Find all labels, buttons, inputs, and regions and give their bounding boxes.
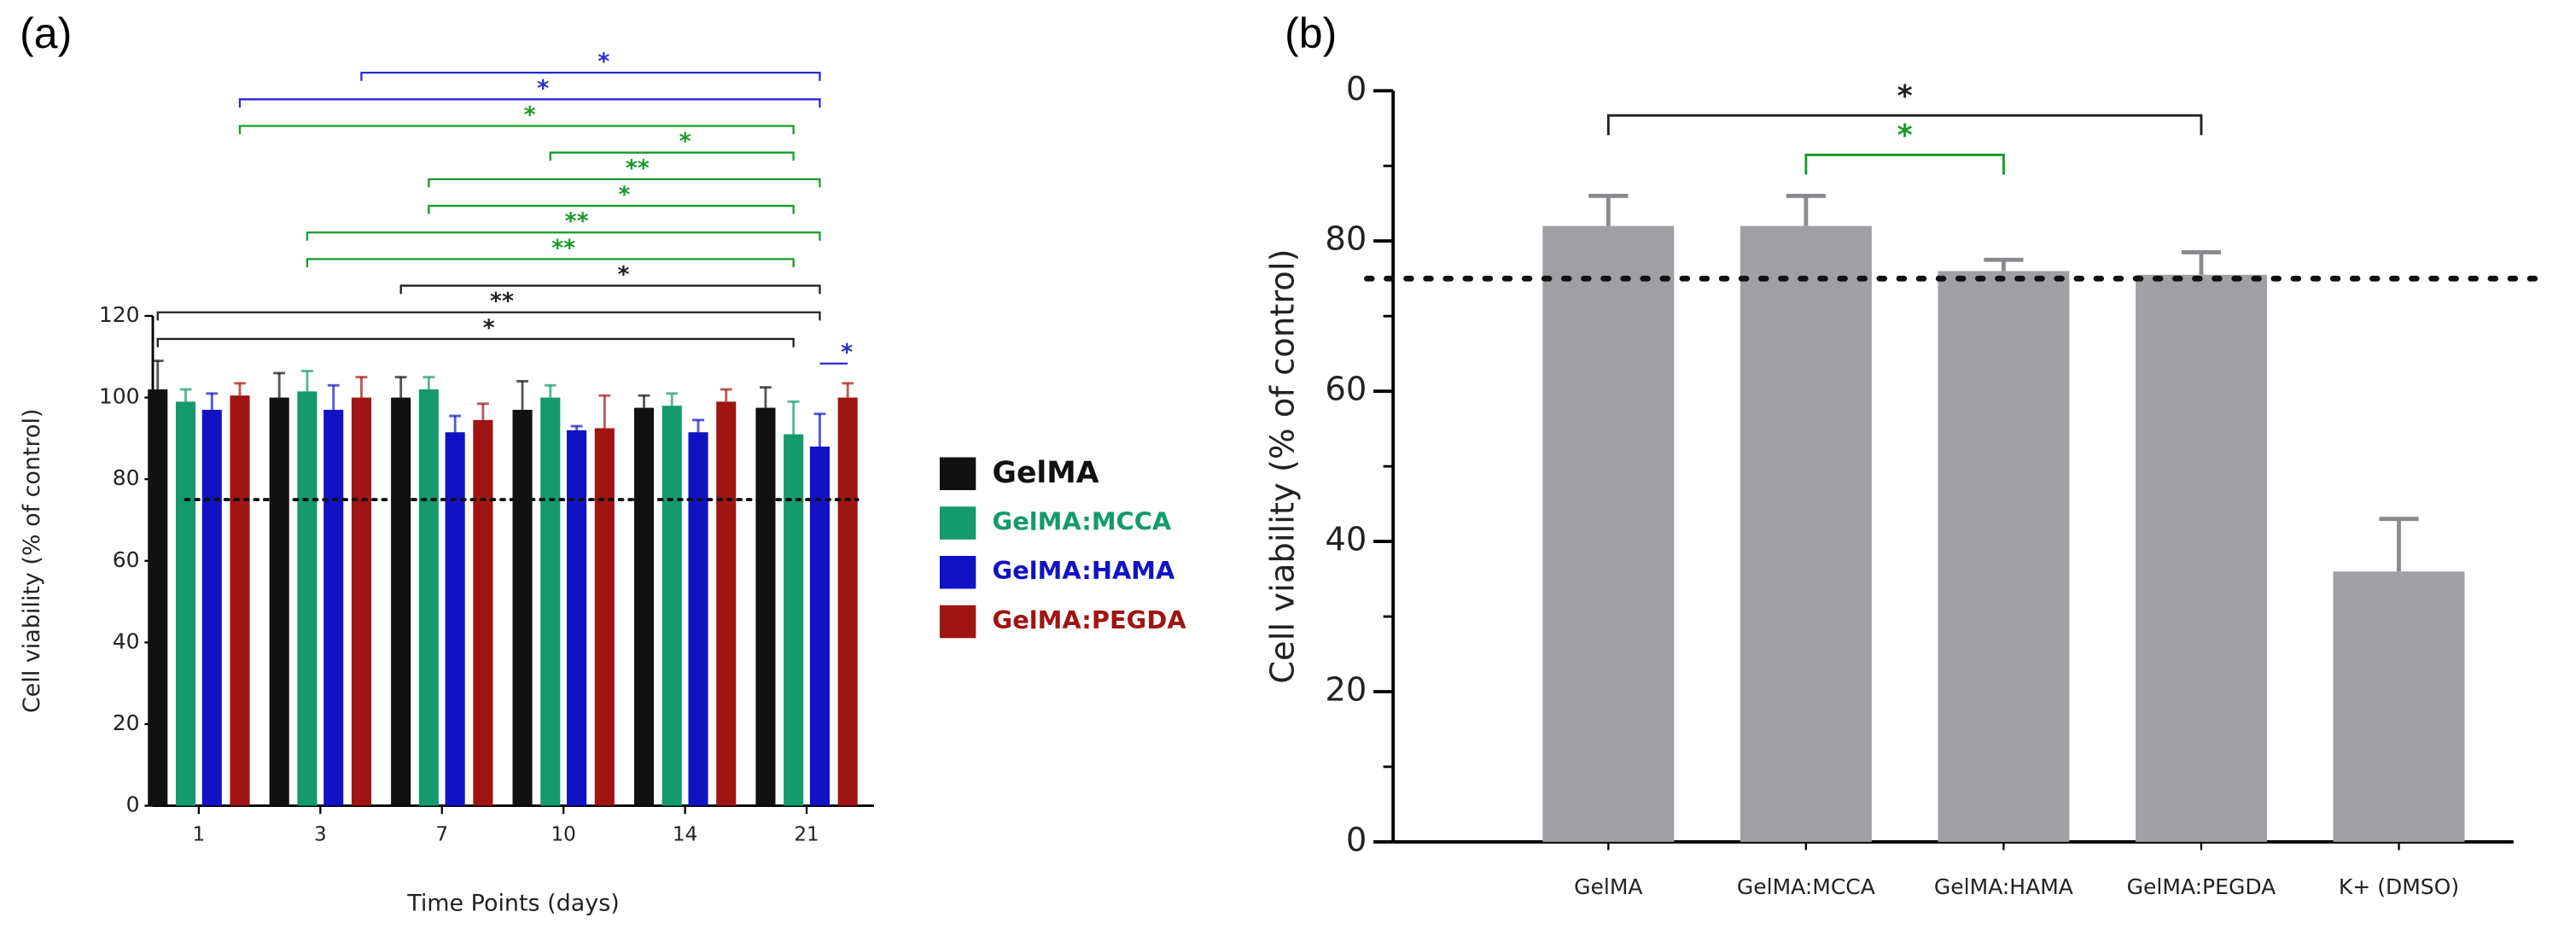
significance-label: *	[597, 49, 609, 75]
bar	[633, 407, 655, 806]
bar	[661, 406, 682, 806]
bar	[230, 395, 250, 806]
panel-label: (a)	[20, 9, 72, 57]
y-tick-label: 0	[126, 792, 140, 817]
bar	[269, 397, 289, 806]
panel-label: (b)	[1285, 9, 1337, 57]
bar	[540, 397, 561, 806]
y-tick-label: 20	[113, 710, 140, 735]
legend-label: GelMA:PEGDA	[993, 605, 1187, 634]
significance-bracket	[428, 204, 795, 214]
significance-label: *	[1897, 119, 1913, 153]
bar	[297, 391, 318, 806]
x-tick-label: GelMA:PEGDA	[2127, 874, 2276, 899]
significance-bracket	[238, 125, 795, 135]
bar	[2333, 571, 2465, 842]
significance-label: **	[490, 289, 514, 315]
significance-label: *	[679, 129, 691, 155]
bar	[837, 397, 858, 806]
significance-bracket	[306, 258, 795, 268]
bar	[1740, 225, 1872, 842]
significance-label: **	[626, 155, 650, 182]
significance-bracket	[428, 178, 821, 188]
significance-label: *	[841, 340, 853, 366]
bar	[175, 401, 196, 806]
significance-label: *	[618, 182, 630, 208]
bar	[1938, 271, 2070, 842]
y-tick-label: 40	[113, 628, 140, 653]
bar	[809, 446, 830, 806]
y-tick-label: 20	[1325, 670, 1367, 709]
legend-swatch	[939, 605, 976, 639]
y-tick-label: 60	[113, 547, 140, 572]
legend-swatch	[939, 457, 976, 491]
bar	[688, 432, 708, 806]
significance-label: *	[524, 102, 536, 128]
y-tick-label: 0	[1346, 70, 1367, 108]
x-tick-label: 14	[673, 824, 697, 846]
x-tick-label: 3	[314, 824, 327, 846]
x-tick-label: K+ (DMSO)	[2339, 874, 2459, 899]
bar	[2135, 274, 2267, 842]
bar	[323, 409, 344, 806]
significance-bracket	[549, 151, 795, 161]
significance-bracket	[156, 337, 795, 348]
y-tick-label: 80	[1325, 220, 1367, 259]
significance-label: **	[564, 208, 588, 235]
significance-label: *	[617, 262, 629, 289]
bar	[148, 389, 168, 806]
bar	[351, 397, 371, 806]
x-tick-label: 1	[193, 824, 206, 846]
bar	[784, 434, 804, 806]
legend-label: GelMA:MCCA	[993, 507, 1172, 536]
y-axis-label: Cell viability (% of control)	[1264, 248, 1303, 683]
bar	[391, 397, 411, 806]
significance-bracket	[238, 98, 821, 108]
x-tick-label: 21	[794, 824, 819, 846]
x-axis-label: Time Points (days)	[406, 891, 620, 917]
x-tick-label: 7	[435, 824, 448, 846]
significance-label: *	[1897, 79, 1913, 114]
bar	[201, 409, 222, 806]
bar	[594, 428, 615, 806]
y-tick-label: 100	[99, 384, 140, 409]
y-tick-label: 80	[113, 465, 140, 490]
x-tick-label: 10	[551, 824, 576, 846]
bar	[755, 407, 776, 806]
bar	[716, 401, 737, 806]
significance-bracket	[1804, 153, 2005, 175]
significance-label: *	[483, 315, 495, 342]
bar	[473, 419, 493, 806]
bar	[445, 432, 465, 806]
bar	[1542, 225, 1675, 842]
significance-label: **	[551, 235, 575, 261]
bar	[567, 430, 587, 806]
significance-bracket	[306, 231, 821, 241]
legend-label: GelMA:HAMA	[993, 556, 1175, 585]
x-tick-label: GelMA:HAMA	[1934, 874, 2073, 899]
y-tick-label: 60	[1325, 371, 1367, 409]
bar	[512, 409, 533, 806]
y-tick-label: 0	[1346, 821, 1367, 859]
x-tick-label: GelMA:MCCA	[1737, 874, 1875, 899]
significance-bracket	[1606, 114, 2203, 136]
legend-swatch	[939, 506, 976, 540]
significance-bracket	[399, 284, 821, 295]
x-tick-label: GelMA	[1574, 874, 1642, 899]
significance-bracket	[156, 311, 821, 321]
y-axis-label: Cell viability (% of control)	[19, 409, 45, 714]
significance-label: *	[537, 75, 549, 102]
significance-bracket	[360, 71, 821, 81]
y-tick-label: 40	[1325, 521, 1367, 559]
bar	[418, 389, 439, 806]
legend-label: GelMA	[993, 456, 1099, 490]
y-tick-label: 120	[99, 302, 140, 327]
legend-swatch	[939, 556, 976, 589]
